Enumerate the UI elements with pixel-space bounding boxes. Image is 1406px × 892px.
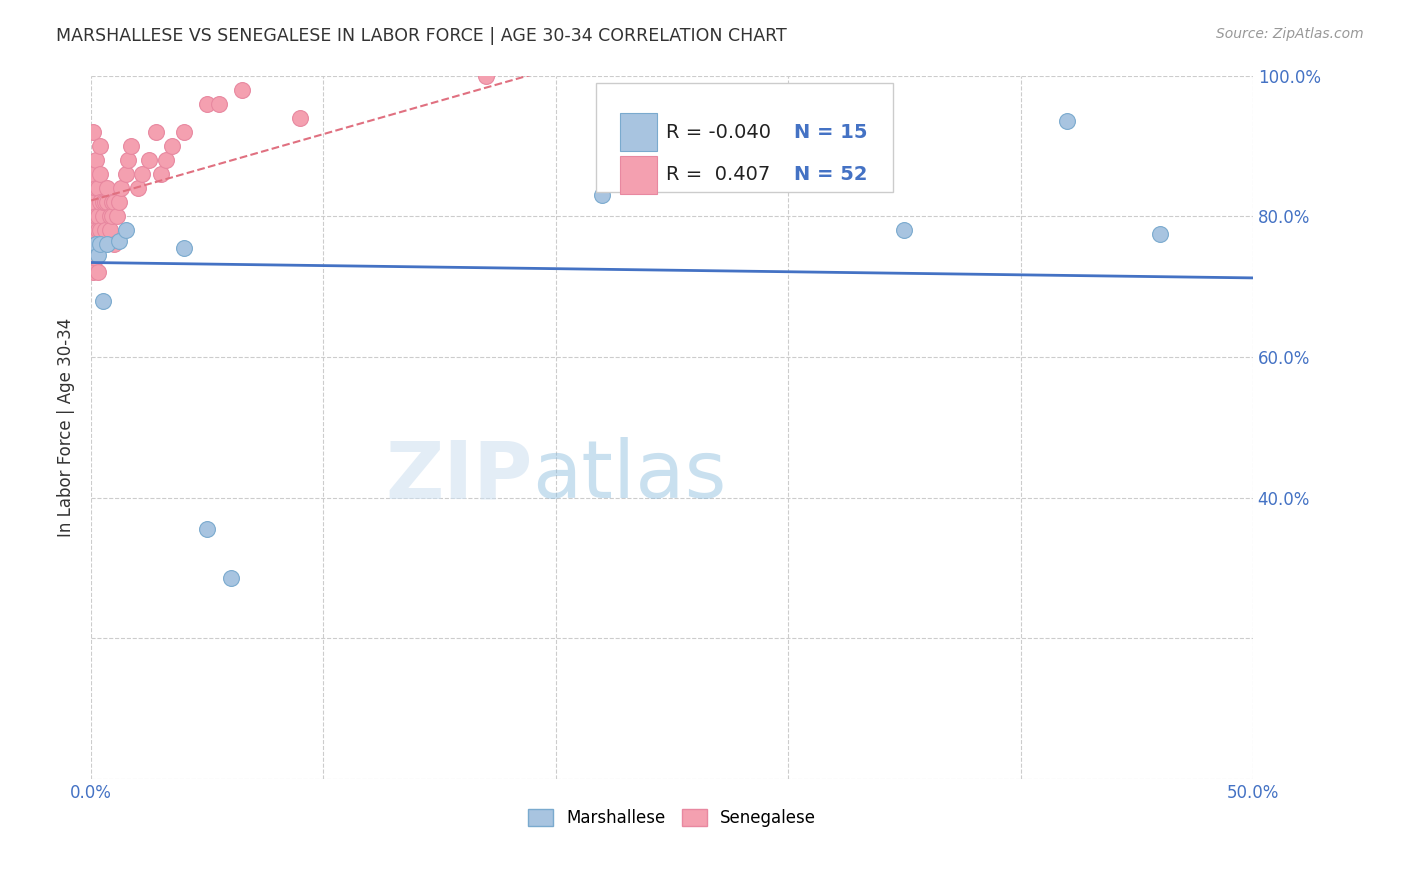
Point	[84, 252, 107, 266]
Point	[103, 237, 125, 252]
Point	[208, 96, 231, 111]
Point	[89, 195, 111, 210]
Point	[82, 209, 104, 223]
Point	[89, 237, 111, 252]
Point	[87, 181, 110, 195]
FancyBboxPatch shape	[620, 156, 657, 194]
Point	[82, 125, 104, 139]
Y-axis label: In Labor Force | Age 30-34: In Labor Force | Age 30-34	[58, 318, 75, 537]
Point	[138, 153, 160, 167]
Point	[219, 571, 242, 585]
Point	[290, 111, 312, 125]
Point	[131, 167, 153, 181]
Point	[96, 195, 118, 210]
Point	[149, 167, 172, 181]
Point	[91, 209, 114, 223]
FancyBboxPatch shape	[596, 83, 893, 192]
Point	[84, 181, 107, 195]
Point	[475, 69, 498, 83]
Point	[162, 139, 184, 153]
Point	[893, 223, 915, 237]
Point	[82, 265, 104, 279]
Point	[98, 223, 121, 237]
Point	[1149, 227, 1171, 241]
Text: MARSHALLESE VS SENEGALESE IN LABOR FORCE | AGE 30-34 CORRELATION CHART: MARSHALLESE VS SENEGALESE IN LABOR FORCE…	[56, 27, 787, 45]
Text: N = 15: N = 15	[794, 122, 868, 142]
Point	[614, 93, 637, 107]
Point	[103, 195, 125, 210]
Point	[101, 195, 124, 210]
Point	[96, 237, 118, 252]
Point	[101, 209, 124, 223]
Point	[91, 195, 114, 210]
Point	[84, 153, 107, 167]
Point	[1056, 114, 1078, 128]
Point	[115, 223, 138, 237]
Point	[127, 181, 149, 195]
Text: atlas: atlas	[533, 437, 727, 516]
Point	[91, 237, 114, 252]
Point	[173, 125, 195, 139]
Point	[120, 139, 142, 153]
Point	[84, 209, 107, 223]
Point	[87, 223, 110, 237]
Point	[195, 522, 218, 536]
Point	[117, 153, 139, 167]
Point	[173, 241, 195, 255]
Text: R = -0.040: R = -0.040	[666, 122, 770, 142]
Point	[145, 125, 167, 139]
Point	[108, 195, 131, 210]
Text: N = 52: N = 52	[794, 165, 868, 185]
Point	[115, 167, 138, 181]
Point	[89, 167, 111, 181]
Point	[82, 223, 104, 237]
Point	[231, 82, 253, 96]
Point	[87, 209, 110, 223]
Point	[91, 293, 114, 308]
Point	[155, 153, 177, 167]
Point	[96, 181, 118, 195]
Legend: Marshallese, Senegalese: Marshallese, Senegalese	[522, 803, 823, 834]
Point	[84, 237, 107, 252]
Point	[105, 209, 128, 223]
Point	[82, 195, 104, 210]
Point	[94, 195, 117, 210]
Point	[82, 237, 104, 252]
Point	[195, 96, 218, 111]
Text: R =  0.407: R = 0.407	[666, 165, 770, 185]
Point	[94, 223, 117, 237]
Point	[591, 188, 613, 202]
Point	[82, 167, 104, 181]
Point	[110, 181, 132, 195]
Point	[87, 265, 110, 279]
Point	[108, 234, 131, 248]
Text: ZIP: ZIP	[385, 437, 533, 516]
Point	[87, 237, 110, 252]
Point	[87, 248, 110, 262]
Point	[89, 223, 111, 237]
FancyBboxPatch shape	[620, 113, 657, 151]
Point	[89, 139, 111, 153]
Text: Source: ZipAtlas.com: Source: ZipAtlas.com	[1216, 27, 1364, 41]
Point	[98, 209, 121, 223]
